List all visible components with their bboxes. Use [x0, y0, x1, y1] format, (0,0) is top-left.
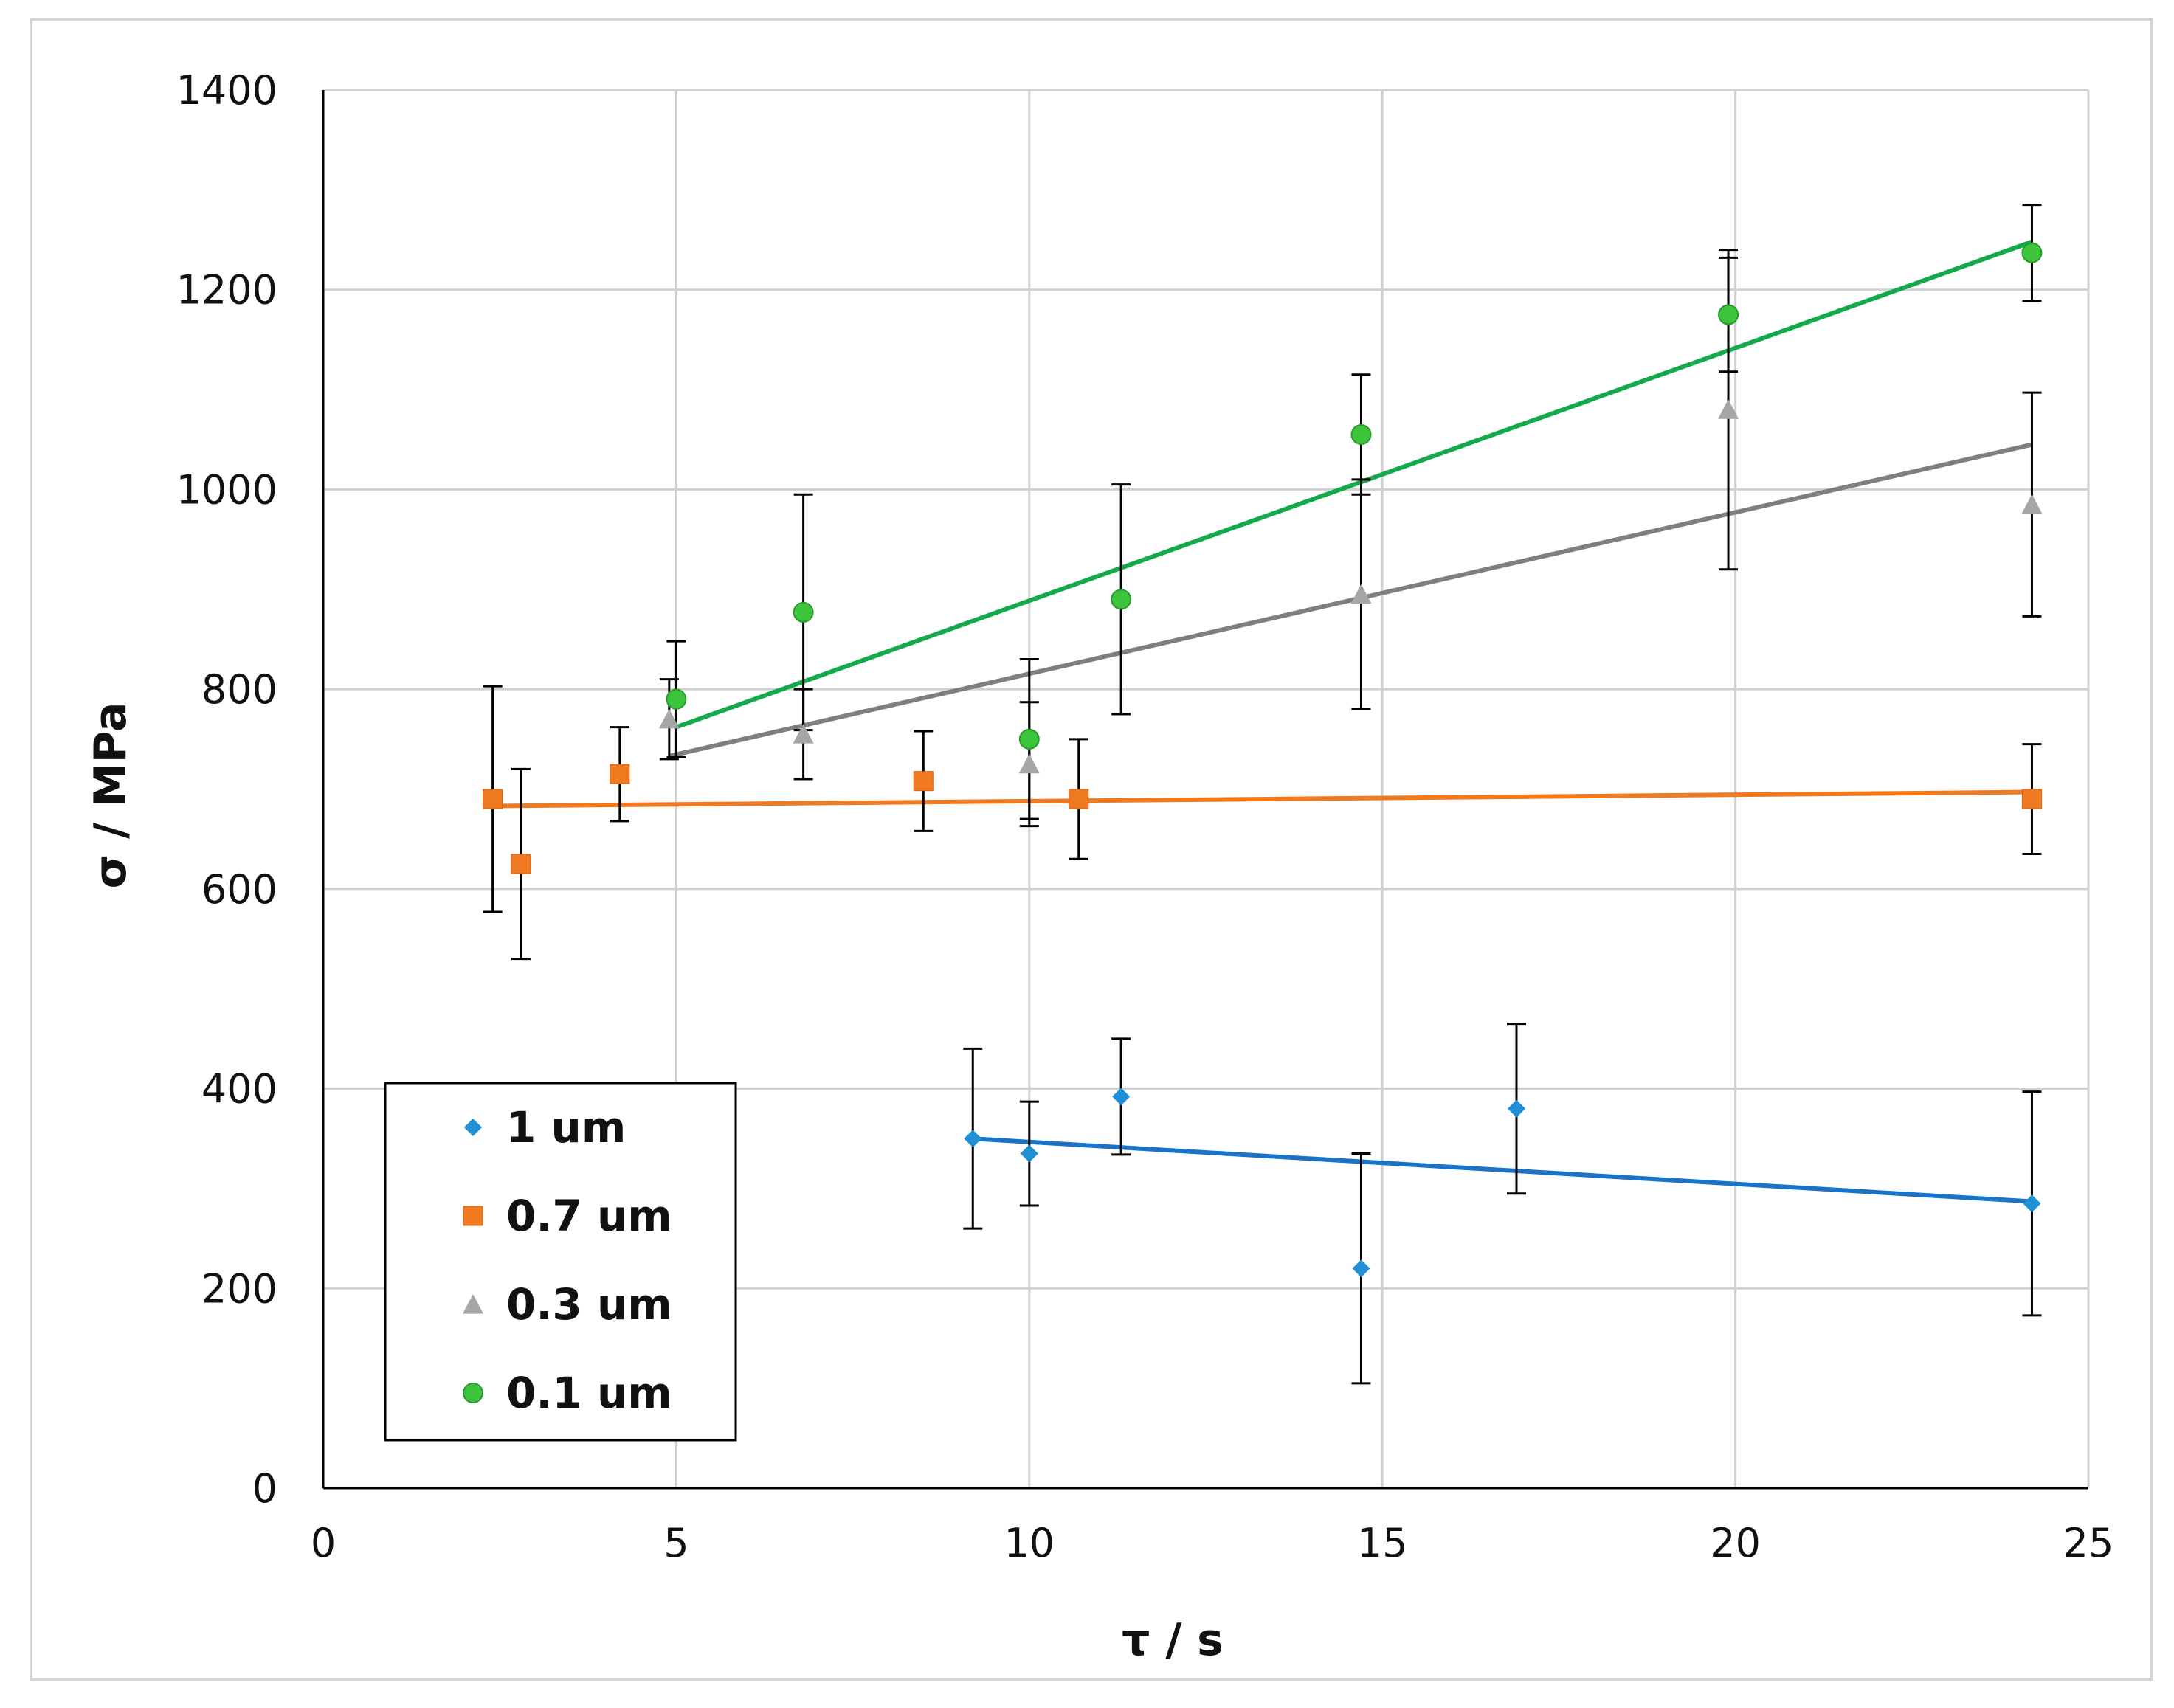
- legend-marker-0-1-um: [463, 1383, 483, 1403]
- y-tick-label-800: 800: [201, 666, 277, 713]
- data-point-0-3-um-2: [1018, 753, 1040, 774]
- data-markers: [483, 242, 2043, 1278]
- x-tick-label-25: 25: [2063, 1520, 2114, 1566]
- x-tick-label-5: 5: [663, 1520, 689, 1566]
- data-point-0-1-um-5: [1718, 304, 1739, 325]
- chart-outer-frame: [30, 18, 2153, 1681]
- y-tick-label-600: 600: [201, 866, 277, 913]
- data-point-0-7-um-2: [610, 764, 630, 784]
- data-point-1-um-0: [964, 1130, 982, 1148]
- legend-label-0-7-um: 0.7 um: [506, 1191, 672, 1241]
- legend-entry-1-um: 1 um: [464, 1102, 626, 1152]
- data-point-0-1-um-4: [1350, 423, 1372, 445]
- data-point-0-7-um-1: [511, 854, 531, 874]
- y-tick-label-1400: 1400: [176, 67, 277, 114]
- data-point-0-7-um-0: [483, 789, 503, 809]
- data-point-1-um-5: [2023, 1194, 2041, 1213]
- x-tick-label-15: 15: [1357, 1520, 1408, 1566]
- data-point-1-um-4: [1507, 1099, 1525, 1118]
- data-point-1-um-2: [1112, 1088, 1131, 1106]
- y-tick-label-400: 400: [201, 1066, 277, 1113]
- x-tick-label-0: 0: [311, 1520, 336, 1566]
- data-point-0-3-um-1: [793, 724, 814, 744]
- data-point-0-7-um-3: [913, 771, 934, 792]
- data-point-0-1-um-2: [1018, 728, 1040, 750]
- y-tick-label-1000: 1000: [176, 466, 277, 513]
- axes: [322, 90, 2088, 1490]
- x-tick-label-10: 10: [1004, 1520, 1055, 1566]
- data-point-0-3-um-0: [658, 708, 680, 729]
- data-point-1-um-3: [1352, 1259, 1370, 1278]
- legend-label-1-um: 1 um: [506, 1102, 626, 1152]
- data-point-0-3-um-4: [1718, 399, 1739, 419]
- legend-box: [384, 1082, 737, 1442]
- data-point-0-1-um-6: [2021, 242, 2043, 263]
- trendline-0-3-um: [669, 442, 2033, 758]
- data-point-0-7-um-4: [1069, 789, 1089, 809]
- legend-marker-0-7-um: [463, 1206, 483, 1226]
- trendline-1-um: [973, 1136, 2032, 1204]
- legend-entries: 1 um 0.7 um 0.3 um 0.1 um: [463, 1102, 672, 1418]
- data-point-1-um-1: [1020, 1144, 1038, 1163]
- legend-entry-0-1-um: 0.1 um: [463, 1368, 672, 1418]
- tick-labels: 0 200 400 600 800 1000 1200 1400 0 5 10 15 20 25: [176, 67, 2114, 1566]
- data-point-0-1-um-0: [666, 688, 687, 710]
- legend-entry-0-7-um: 0.7 um: [463, 1191, 672, 1241]
- y-tick-label-0: 0: [252, 1465, 277, 1512]
- legend-label-0-3-um: 0.3 um: [506, 1279, 672, 1330]
- data-point-0-1-um-1: [793, 601, 814, 623]
- trendlines: [492, 239, 2033, 1204]
- y-tick-label-1200: 1200: [176, 267, 277, 314]
- data-point-0-7-um-5: [2021, 789, 2042, 809]
- trendline-0-1-um: [675, 239, 2033, 730]
- legend-label-0-1-um: 0.1 um: [506, 1368, 672, 1418]
- y-tick-label-200: 200: [201, 1265, 277, 1312]
- data-point-0-1-um-3: [1111, 589, 1132, 610]
- legend-entry-0-3-um: 0.3 um: [463, 1279, 672, 1330]
- data-point-0-3-um-3: [1350, 584, 1372, 604]
- legend-marker-1-um: [464, 1119, 482, 1136]
- trendline-0-7-um: [492, 789, 2032, 809]
- data-point-0-3-um-5: [2021, 494, 2043, 514]
- y-axis-title: σ / MPa: [85, 702, 137, 889]
- x-axis-title: τ / s: [1122, 1614, 1224, 1666]
- legend-marker-0-3-um: [463, 1294, 483, 1314]
- legend: 1 um 0.7 um 0.3 um 0.1 um: [384, 1082, 737, 1442]
- x-tick-label-20: 20: [1710, 1520, 1761, 1566]
